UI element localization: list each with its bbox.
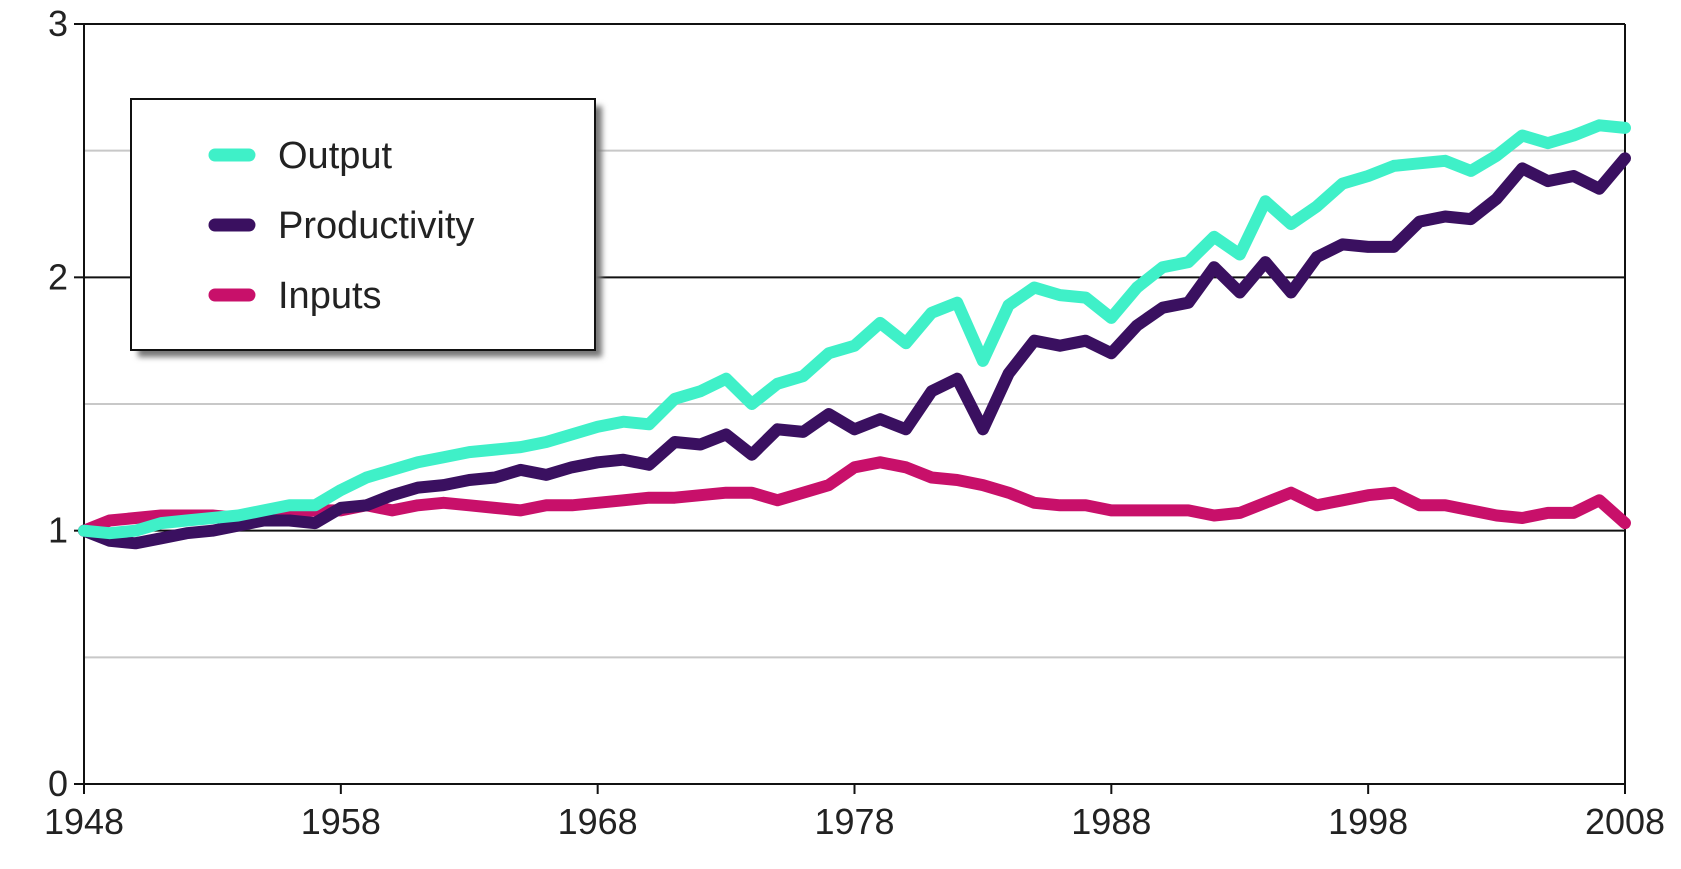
legend-label: Inputs (278, 275, 382, 317)
x-tick-label: 1968 (558, 801, 638, 842)
legend (130, 98, 596, 351)
y-tick-label: 3 (48, 3, 68, 44)
y-tick-label: 0 (48, 763, 68, 804)
x-tick-label: 1958 (301, 801, 381, 842)
legend-label: Productivity (278, 205, 474, 247)
legend-label: Output (278, 135, 393, 177)
x-tick-label: 1988 (1071, 801, 1151, 842)
x-tick-label: 1978 (814, 801, 894, 842)
x-tick-label: 1948 (44, 801, 124, 842)
y-tick-label: 2 (48, 256, 68, 297)
y-tick-label: 1 (48, 510, 68, 551)
x-tick-label: 2008 (1585, 801, 1665, 842)
x-tick-label: 1998 (1328, 801, 1408, 842)
line-series (78, 119, 1631, 540)
line-series (78, 152, 1631, 550)
